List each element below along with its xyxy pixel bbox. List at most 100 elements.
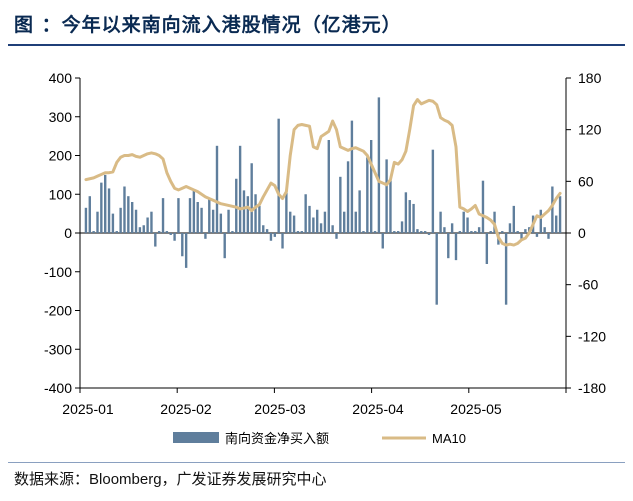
bar [211,209,215,233]
bar [200,207,203,233]
bar [543,227,546,233]
bar [404,192,408,233]
bar [204,233,207,239]
bar [119,207,122,233]
chart-axes: -400 -300 -200 -100 0 100 200 300 400 -180 -120 -60… [44,70,606,417]
bar [130,202,134,233]
bar [227,209,230,233]
bar [123,186,126,233]
bar [157,231,161,233]
bar [396,231,400,233]
ma10-series [84,98,562,247]
bar [385,159,388,234]
bar [323,211,327,233]
source-text: Bloomberg，广发证券发展研究中心 [89,471,327,488]
bar [223,233,226,259]
bar [408,200,411,233]
chart-legend: 南向资金净买入额 MA10 [173,431,466,446]
bar [192,190,196,234]
source-divider [8,462,625,463]
bar [219,213,223,234]
bar [558,196,562,233]
bar [300,231,303,233]
bar [420,231,423,233]
x-axis-tick-label: 2025-01 [62,401,114,417]
bar-series [84,97,562,305]
ma10-line [84,98,562,247]
bar [281,233,284,249]
bar [335,233,338,239]
bar [296,231,300,233]
bar [470,231,473,233]
chart-svg: -400 -300 -200 -100 0 100 200 300 400 -180 -120 -60… [44,70,606,446]
right-axis-tick-label: 60 [578,173,594,189]
bar [269,233,273,241]
bar [289,211,292,233]
bar [462,211,465,233]
bar [173,233,176,241]
left-axis-tick-label: -100 [44,264,72,280]
bar [142,225,145,233]
bar [273,233,277,237]
x-axis-tick-label: 2025-05 [450,401,502,417]
left-axis-tick-label: -300 [44,341,72,357]
right-axis-tick-label: -180 [578,380,606,396]
bar [246,196,250,233]
x-axis-tick-label: 2025-04 [352,401,404,417]
bar [250,163,253,233]
bar [489,231,492,233]
bar [520,233,523,239]
bar [265,229,269,234]
bar [96,211,99,233]
bar [508,223,512,233]
left-axis-tick-label: 200 [49,148,73,164]
bar [366,157,369,233]
bar [184,233,188,268]
bar [369,140,373,233]
bar [512,205,516,234]
bar [327,140,330,233]
bar [393,231,396,233]
bar [285,190,288,234]
bar [477,227,481,233]
bar [254,194,257,233]
bar [551,186,554,233]
bar [524,229,527,234]
bar [516,231,519,233]
bar [539,209,542,233]
bar [377,97,381,234]
bar [215,145,219,233]
bar [319,223,323,233]
left-axis-tick-label: 0 [64,225,72,241]
bar [423,231,427,233]
bar [481,180,485,233]
right-axis-tick-label: 0 [578,225,586,241]
bar [127,196,130,233]
bar [92,231,95,233]
bar [400,221,404,234]
bar [242,190,246,234]
left-axis-tick-label: -400 [44,380,72,396]
bar [115,231,118,233]
bar [535,233,539,237]
bar [439,211,442,233]
bar [312,217,315,233]
bar [134,209,138,233]
bar [504,233,508,305]
bar [458,231,462,233]
source-label: 数据来源： [14,470,90,488]
bar [84,207,88,233]
bar [231,231,234,233]
title-divider [8,44,625,46]
bar [88,196,91,233]
left-axis-tick-label: -200 [44,303,72,319]
bar [350,120,354,234]
bar [485,233,489,264]
bar [277,118,280,233]
bar [188,198,192,234]
chart-area: -400 -300 -200 -100 0 100 200 300 400 -180 -120 -60… [0,48,633,458]
bar [107,188,111,233]
bar [150,211,153,233]
bar [454,233,458,261]
bar [474,231,477,233]
